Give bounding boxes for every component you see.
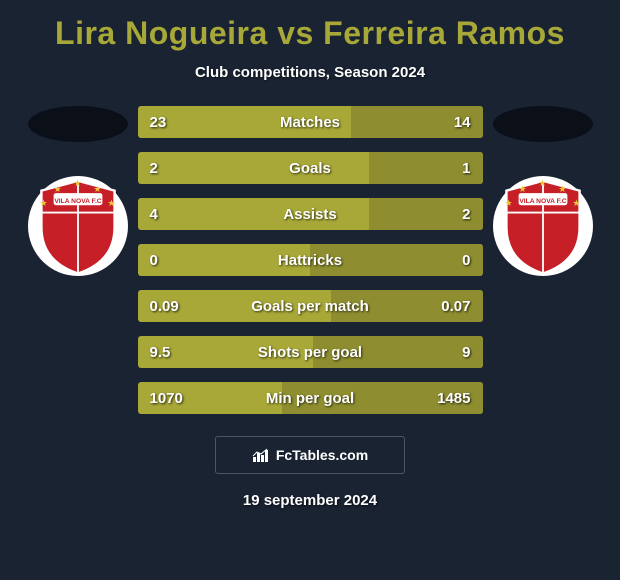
stat-label: Hattricks [278,252,342,269]
star-icon: ★ [505,198,513,209]
badge-circle: ★ ★ ★ ★ ★ VILA NOVA F.C [28,176,128,276]
stat-label: Assists [283,206,336,223]
right-player-col: ★ ★ ★ ★ ★ VILA NOVA F.C [483,106,603,282]
stat-right-value: 9 [462,344,470,361]
stat-left-value: 0.09 [150,298,179,315]
badge-circle: ★ ★ ★ ★ ★ VILA NOVA F.C [493,176,593,276]
chart-icon [252,447,270,463]
stat-label: Matches [280,114,340,131]
stat-bar: 23 Matches 14 [138,106,483,138]
stat-bar: 9.5 Shots per goal 9 [138,336,483,368]
badge-text: VILA NOVA F.C [519,198,566,205]
infographic-container: Lira Nogueira vs Ferreira Ramos Club com… [0,0,620,580]
stat-left-value: 23 [150,114,167,131]
stat-left-value: 1070 [150,390,183,407]
left-player-silhouette [28,106,128,142]
source-box: FcTables.com [215,436,405,474]
stat-bar: 0 Hattricks 0 [138,244,483,276]
left-club-badge: ★ ★ ★ ★ ★ VILA NOVA F.C [28,170,128,282]
badge-text: VILA NOVA F.C [54,198,101,205]
left-player-col: ★ ★ ★ ★ ★ VILA NOVA F.C [18,106,138,282]
page-title: Lira Nogueira vs Ferreira Ramos [55,15,565,52]
star-icon: ★ [572,198,580,209]
star-icon: ★ [93,184,101,195]
source-text: FcTables.com [276,447,368,463]
shield-icon: VILA NOVA F.C [493,176,593,276]
stat-left-value: 4 [150,206,158,223]
star-icon: ★ [558,184,566,195]
main-area: ★ ★ ★ ★ ★ VILA NOVA F.C 23Matches142Goal… [0,106,620,414]
stat-bar: 1070 Min per goal 1485 [138,382,483,414]
date-text: 19 september 2024 [243,492,377,509]
stat-bar: 4 Assists 2 [138,198,483,230]
stat-right-value: 0.07 [441,298,470,315]
star-icon: ★ [539,178,547,189]
right-club-badge: ★ ★ ★ ★ ★ VILA NOVA F.C [493,170,593,282]
subtitle: Club competitions, Season 2024 [195,64,425,81]
stat-left-value: 0 [150,252,158,269]
stat-label: Min per goal [266,390,354,407]
stat-bar: 0.09 Goals per match 0.07 [138,290,483,322]
star-icon: ★ [74,178,82,189]
stat-label: Shots per goal [258,344,362,361]
star-icon: ★ [40,198,48,209]
stat-right-value: 0 [462,252,470,269]
star-icon: ★ [519,184,527,195]
stat-label: Goals per match [251,298,369,315]
star-icon: ★ [54,184,62,195]
stat-right-value: 1 [462,160,470,177]
stat-left-value: 9.5 [150,344,171,361]
stat-right-value: 1485 [437,390,470,407]
star-icon: ★ [107,198,115,209]
right-player-silhouette [493,106,593,142]
shield-icon: VILA NOVA F.C [28,176,128,276]
stat-bar: 2 Goals 1 [138,152,483,184]
stats-bars: 23Matches142Goals14Assists20Hattricks00.… [138,106,483,414]
stat-right-value: 2 [462,206,470,223]
stat-right-value: 14 [454,114,471,131]
stat-left-value: 2 [150,160,158,177]
stat-label: Goals [289,160,331,177]
